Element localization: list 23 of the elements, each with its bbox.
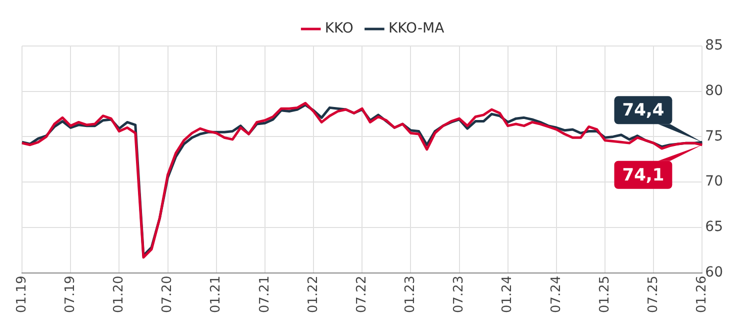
y-tick-label: 85: [705, 38, 724, 54]
annotation: 74,1: [622, 165, 664, 186]
x-tick-label: 07.21: [257, 276, 272, 313]
y-tick-label: 65: [705, 219, 724, 236]
x-tick-label: 01.23: [403, 276, 418, 313]
x-tick-label: 07.22: [354, 276, 370, 313]
x-tick-label: 01.25: [597, 276, 612, 313]
x-tick-label: 01.24: [500, 276, 516, 313]
x-tick-label: 01.20: [112, 276, 127, 313]
legend-label: KKO-MA: [388, 20, 445, 37]
legend-label: KKO: [324, 20, 354, 37]
x-tick-label: 07.19: [62, 276, 78, 313]
y-tick-label: 75: [705, 128, 724, 144]
x-tick-label: 07.20: [160, 276, 176, 313]
x-tick-label: 01.22: [306, 276, 321, 313]
x-tick-label: 07.24: [548, 276, 564, 313]
x-tick-label: 01.19: [14, 276, 30, 313]
annotation: 74,4: [622, 100, 664, 121]
x-tick-label: 01.21: [208, 276, 224, 313]
x-tick-label: 07.25: [646, 276, 661, 313]
y-tick-label: 70: [705, 174, 724, 190]
y-tick-label: 80: [705, 82, 724, 99]
x-tick-label: 07.23: [452, 276, 467, 313]
